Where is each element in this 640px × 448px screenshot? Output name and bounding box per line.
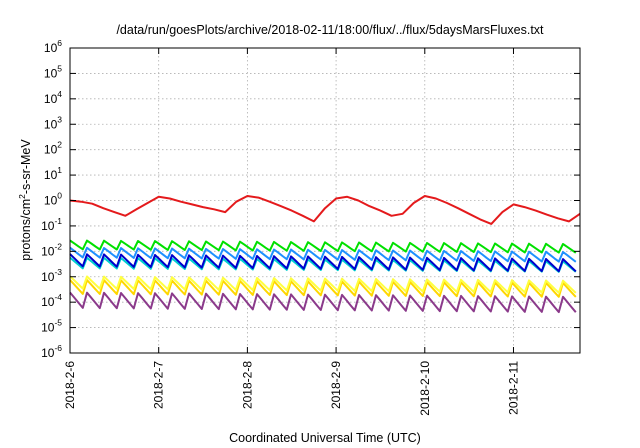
y-tick-exp: -4	[54, 292, 62, 302]
y-tick-label: 104	[44, 89, 62, 106]
x-tick-label: 2018-2-8	[240, 361, 254, 409]
x-axis: 2018-2-6 2018-2-7 2018-2-8 2018-2-9 2018-2-1…	[63, 48, 520, 416]
y-tick-exp: 0	[57, 191, 62, 201]
series-line-1	[69, 195, 581, 225]
y-tick-exp: -2	[54, 241, 62, 251]
y-tick-exp: 3	[57, 114, 62, 124]
y-tick-base: 10	[41, 321, 55, 335]
x-tick-label: 2018-2-6	[63, 361, 77, 409]
y-tick-base: 10	[44, 41, 58, 55]
y-tick-label: 101	[44, 165, 62, 182]
y-tick-exp: 5	[57, 63, 62, 73]
y-tick-exp: 4	[57, 89, 62, 99]
y-axis-label-suffix: -s-sr-MeV	[19, 139, 33, 195]
y-tick-label: 103	[44, 114, 62, 131]
grid	[69, 48, 580, 353]
series-line-3	[69, 246, 577, 263]
y-tick-base: 10	[41, 295, 55, 309]
y-tick-base: 10	[44, 92, 58, 106]
y-tick-label: 105	[44, 63, 62, 80]
x-axis-label: Coordinated Universal Time (UTC)	[229, 431, 421, 445]
y-axis-label-sup: 2	[17, 194, 27, 199]
y-tick-exp: 1	[57, 165, 62, 175]
y-tick-label: 10-2	[41, 241, 62, 258]
y-tick-label: 10-1	[41, 216, 62, 233]
y-tick-exp: -3	[54, 267, 62, 277]
y-tick-base: 10	[44, 117, 58, 131]
y-axis-label: protons/cm2-s-sr-MeV	[17, 139, 33, 261]
y-axis-label-prefix: protons/cm	[19, 199, 33, 261]
y-tick-label: 100	[44, 191, 62, 208]
x-tick-label: 2018-2-10	[418, 361, 432, 416]
y-tick-base: 10	[41, 346, 55, 360]
y-tick-exp: -6	[54, 343, 62, 353]
y-axis: 10-610-510-410-310-210-11001011021031041…	[41, 38, 580, 360]
y-tick-exp: 2	[57, 140, 62, 150]
series-line-8	[69, 291, 577, 314]
y-tick-label: 10-3	[41, 267, 62, 284]
y-tick-exp: -1	[54, 216, 62, 226]
y-tick-base: 10	[44, 194, 58, 208]
series-line-7	[69, 275, 577, 294]
y-tick-label: 10-6	[41, 343, 62, 360]
y-tick-exp: -5	[54, 318, 62, 328]
x-tick-label: 2018-2-7	[152, 361, 166, 409]
chart-title: /data/run/goesPlots/archive/2018-02-11/1…	[116, 23, 544, 37]
y-tick-base: 10	[44, 168, 58, 182]
series-line-5	[69, 253, 577, 273]
y-tick-label: 10-4	[41, 292, 62, 309]
y-tick-base: 10	[41, 244, 55, 258]
series-line-2	[69, 239, 577, 254]
y-tick-label: 10-5	[41, 318, 62, 335]
y-tick-exp: 6	[57, 38, 62, 48]
series-line-6	[69, 279, 577, 298]
y-tick-base: 10	[41, 270, 55, 284]
y-tick-base: 10	[44, 143, 58, 157]
series-layer	[69, 195, 581, 314]
y-tick-base: 10	[44, 66, 58, 80]
y-tick-label: 106	[44, 38, 62, 55]
y-tick-label: 102	[44, 140, 62, 157]
x-tick-label: 2018-2-9	[329, 361, 343, 409]
x-tick-label: 2018-2-11	[506, 361, 520, 415]
y-tick-base: 10	[41, 219, 55, 233]
